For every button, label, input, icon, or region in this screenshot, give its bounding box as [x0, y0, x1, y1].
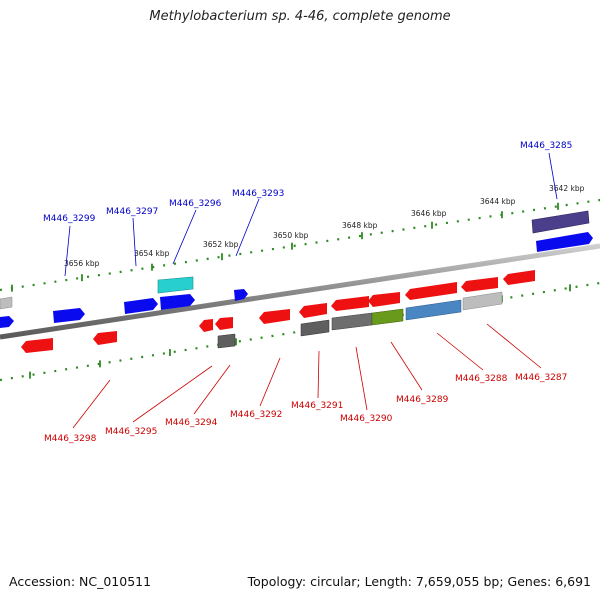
- gene-arrow-m446-3292[interactable]: [259, 309, 290, 324]
- gene-arrow-reverse-red-2[interactable]: [215, 317, 233, 330]
- gene-label-m446-3287[interactable]: M446_3287: [515, 373, 567, 383]
- kbp-label-3646: 3646 kbp: [411, 209, 447, 218]
- leader-m446-3287: [486, 323, 542, 369]
- reverse-gene-labels: M446_3298 M446_3295 M446_3294 M446_3292 …: [44, 373, 567, 444]
- accession-text: Accession: NC_010511: [9, 574, 152, 589]
- gene-arrow-m446-3293[interactable]: [234, 289, 248, 301]
- leader-m446-3293: [235, 198, 260, 257]
- kbp-label-3644: 3644 kbp: [480, 197, 516, 206]
- gene-label-m446-3285[interactable]: M446_3285: [520, 141, 572, 151]
- inner-tick-ring-dots: [0, 281, 600, 382]
- gene-arrow-m446-3285[interactable]: [536, 232, 593, 252]
- kbp-scale: 3656 kbp 3654 kbp 3652 kbp 3650 kbp 3648…: [64, 184, 585, 268]
- leader-m446-3294: [193, 364, 231, 415]
- genome-summary-text: Topology: circular; Length: 7,659,055 bp…: [247, 574, 591, 589]
- gene-arrow-reverse-red-7[interactable]: [461, 277, 498, 292]
- outer-tick-ring: [0, 198, 600, 292]
- gene-block-m446-3296-cyan[interactable]: [157, 276, 194, 294]
- gene-block-m446-3287-lightgrey[interactable]: [462, 291, 503, 311]
- gene-block-m446-3285-purple[interactable]: [531, 210, 590, 234]
- gene-arrow-m446-3296[interactable]: [160, 294, 195, 310]
- gene-arrow-reverse-small[interactable]: [93, 331, 117, 345]
- gene-arrow-m446-3298[interactable]: [21, 338, 53, 353]
- gene-label-m446-3295[interactable]: M446_3295: [105, 427, 157, 437]
- gene-label-m446-3297[interactable]: M446_3297: [106, 207, 158, 217]
- forward-genes: [0, 210, 593, 328]
- leader-m446-3289: [390, 341, 423, 391]
- kbp-label-3652: 3652 kbp: [203, 240, 239, 249]
- kbp-label-3650: 3650 kbp: [273, 231, 309, 240]
- map-title: Methylobacterium sp. 4-46, complete geno…: [149, 9, 451, 24]
- reverse-genes: [21, 270, 535, 353]
- forward-gene-labels: M446_3299 M446_3297 M446_3296 M446_3293 …: [43, 141, 572, 224]
- gene-block-m446-3289-olive[interactable]: [371, 308, 404, 326]
- inner-tick-ring: [0, 281, 600, 382]
- gene-arrow-reverse-red-3[interactable]: [299, 303, 327, 318]
- gene-arrow-m446-3287[interactable]: [503, 270, 535, 285]
- leader-m446-3299: [64, 225, 71, 277]
- gene-block-m446-3294-grey[interactable]: [217, 333, 236, 349]
- leader-m446-3292: [259, 357, 281, 407]
- leader-m446-3291: [317, 350, 320, 399]
- gene-label-m446-3291[interactable]: M446_3291: [291, 401, 343, 411]
- gene-arrow-m446-3299[interactable]: [53, 308, 85, 323]
- gene-block-m446-3290-grey[interactable]: [331, 312, 373, 331]
- gene-label-m446-3293[interactable]: M446_3293: [232, 189, 284, 199]
- leader-m446-3285: [548, 152, 558, 200]
- gene-block-forward-grey[interactable]: [0, 296, 13, 310]
- gene-label-m446-3290[interactable]: M446_3290: [340, 414, 393, 424]
- gene-arrow-reverse-red-5[interactable]: [368, 292, 400, 307]
- kbp-label-3656: 3656 kbp: [64, 259, 100, 268]
- leader-m446-3296: [172, 209, 197, 265]
- outer-major-ticks: [11, 202, 559, 292]
- leader-m446-3295: [132, 365, 213, 423]
- kbp-label-3648: 3648 kbp: [342, 221, 378, 230]
- gene-block-m446-3288-steelblue[interactable]: [405, 299, 462, 321]
- leader-m446-3297: [132, 217, 137, 267]
- leader-m446-3298: [72, 379, 111, 429]
- genome-backbone: [0, 243, 600, 340]
- gene-label-m446-3292[interactable]: M446_3292: [230, 410, 282, 420]
- kbp-label-3654: 3654 kbp: [134, 249, 170, 258]
- gene-arrow-reverse-red-4[interactable]: [331, 296, 369, 311]
- gene-label-m446-3299[interactable]: M446_3299: [43, 214, 96, 224]
- gene-block-m446-3291-grey[interactable]: [300, 319, 330, 337]
- gene-label-m446-3288[interactable]: M446_3288: [455, 374, 508, 384]
- gene-arrow-m446-3297[interactable]: [124, 298, 158, 314]
- leader-m446-3288: [436, 332, 484, 371]
- gene-arrow-forward[interactable]: [0, 316, 14, 328]
- kbp-label-3642: 3642 kbp: [549, 184, 585, 193]
- gene-arrow-reverse-red-6[interactable]: [405, 282, 457, 300]
- leader-m446-3290: [355, 346, 368, 411]
- forward-leader-lines: [64, 152, 558, 277]
- gene-label-m446-3298[interactable]: M446_3298: [44, 434, 97, 444]
- gene-label-m446-3289[interactable]: M446_3289: [396, 395, 449, 405]
- gene-arrow-m446-3295[interactable]: [199, 319, 213, 332]
- reverse-leader-lines: [72, 323, 542, 429]
- gene-label-m446-3296[interactable]: M446_3296: [169, 199, 222, 209]
- gene-label-m446-3294[interactable]: M446_3294: [165, 418, 218, 428]
